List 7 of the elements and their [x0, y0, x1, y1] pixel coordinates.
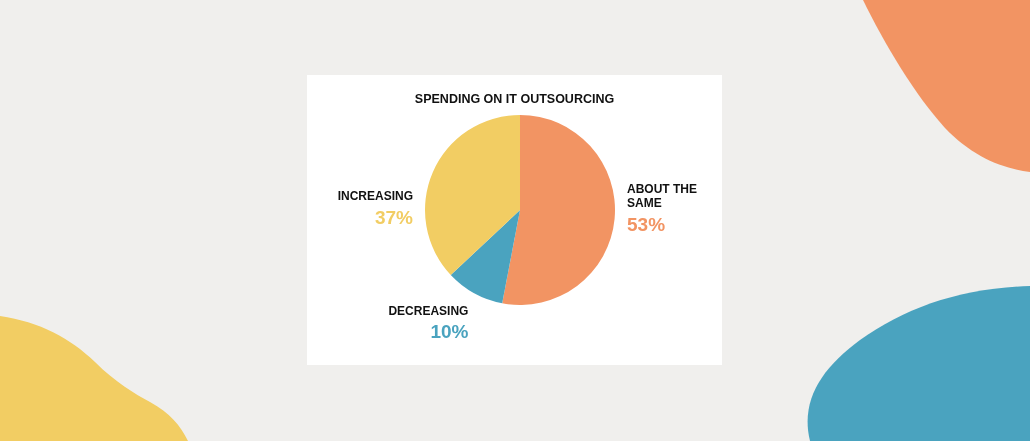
chart-title: SPENDING ON IT OUTSOURCING — [414, 91, 615, 106]
data-label: 10% — [430, 321, 469, 343]
slice-label: INCREASING — [337, 189, 413, 203]
data-label: 37% — [374, 206, 414, 228]
slice-label: DECREASING — [388, 303, 469, 318]
slice-label: ABOUT THE SAME — [627, 182, 697, 210]
data-label: 53% — [627, 213, 666, 235]
